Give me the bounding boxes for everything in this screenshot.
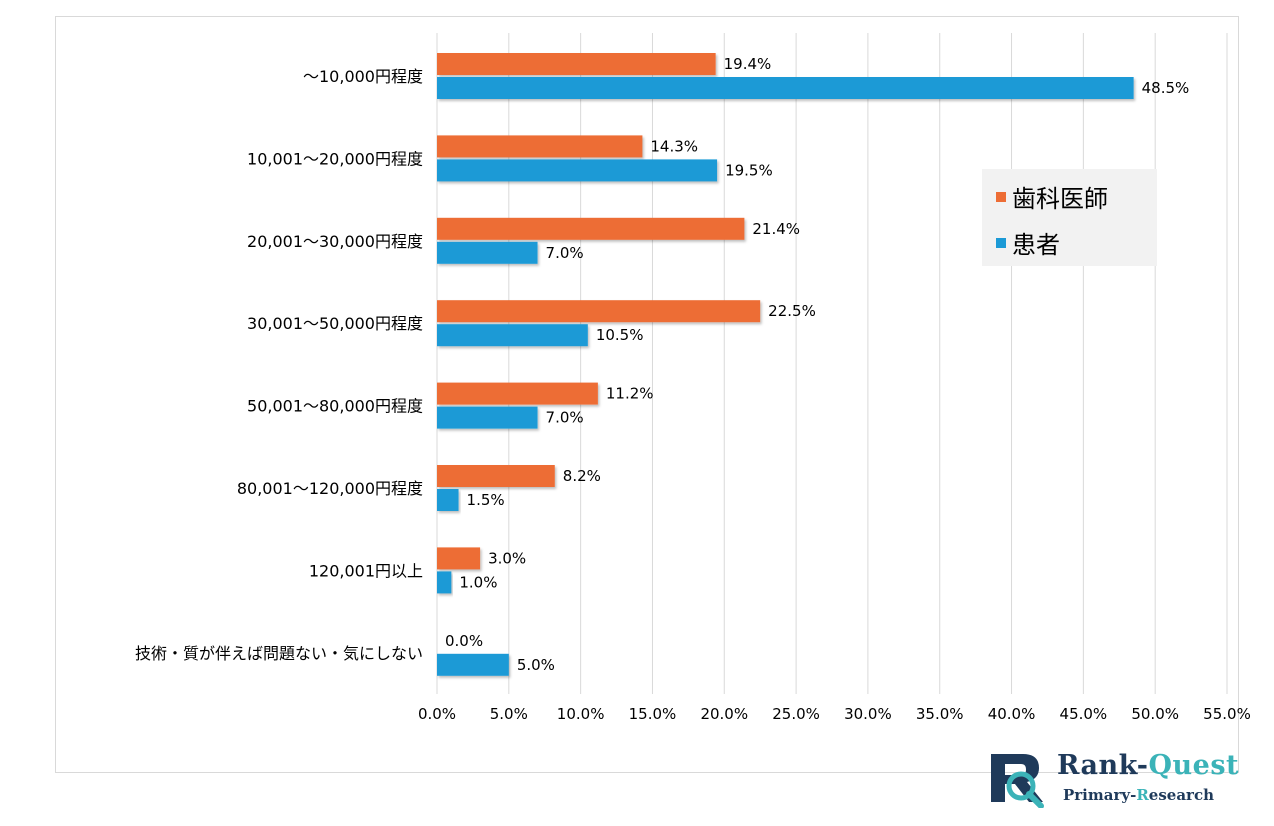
data-label: 1.0% (459, 573, 497, 591)
x-tick-label: 30.0% (844, 705, 892, 723)
bar-dentist (437, 135, 643, 158)
data-label: 7.0% (546, 409, 584, 427)
category-label: ～10,000円程度 (303, 67, 423, 86)
data-label: 21.4% (752, 220, 800, 238)
bar-patient (437, 571, 452, 594)
legend-item-patient: 患者 (996, 225, 1060, 260)
legend: 歯科医師 患者 (982, 169, 1157, 266)
logo-title: Rank-Quest (1057, 750, 1240, 781)
category-label: 50,001～80,000円程度 (247, 397, 423, 416)
bar-dentist (437, 382, 598, 405)
bars (437, 53, 1134, 676)
data-label: 0.0% (445, 632, 483, 650)
x-tick-label: 40.0% (988, 705, 1036, 723)
category-label: 20,001～30,000円程度 (247, 232, 423, 251)
legend-item-dentist: 歯科医師 (996, 179, 1108, 214)
bar-dentist (437, 465, 555, 487)
data-label: 48.5% (1142, 79, 1190, 97)
data-label: 8.2% (563, 467, 601, 485)
category-label: 10,001～20,000円程度 (247, 149, 423, 168)
gridlines (436, 33, 1228, 694)
x-tick-label: 45.0% (1060, 705, 1108, 723)
legend-label-patient: 患者 (1012, 231, 1060, 259)
x-tick-label: 55.0% (1203, 705, 1251, 723)
x-tick-label: 20.0% (700, 705, 748, 723)
category-label: 30,001～50,000円程度 (247, 314, 423, 333)
data-labels: 19.4% 48.5% 14.3% 19.5% 21.4% 7.0% 22.5% 10.5% 1… (445, 55, 1189, 674)
bar-dentist (437, 53, 716, 75)
bar-dentist (437, 547, 481, 570)
category-label: 技術・質が伴えば問題ない・気にしない (135, 644, 423, 663)
x-tick-label: 15.0% (629, 705, 677, 723)
logo-subtitle: Primary-Research (1063, 786, 1214, 804)
bar-dentist (437, 217, 745, 240)
legend-label-dentist: 歯科医師 (1012, 185, 1108, 213)
category-label: 80,001～120,000円程度 (237, 479, 423, 498)
data-label: 7.0% (546, 244, 584, 262)
data-label: 1.5% (467, 491, 505, 509)
bar-patient (437, 489, 459, 511)
logo-mark-icon (991, 754, 1044, 808)
x-tick-label: 50.0% (1131, 705, 1179, 723)
data-label: 10.5% (596, 326, 644, 344)
chart-frame (55, 16, 1239, 773)
bar-patient (437, 159, 718, 182)
x-tick-label: 35.0% (916, 705, 964, 723)
bar-patient (437, 77, 1134, 99)
category-label: 120,001円以上 (309, 561, 423, 580)
bar-patient (437, 406, 538, 429)
bar-dentist (437, 300, 761, 323)
data-label: 11.2% (606, 385, 654, 403)
bar-patient (437, 324, 588, 347)
data-label: 3.0% (488, 549, 526, 567)
x-tick-label: 5.0% (490, 705, 528, 723)
x-tick-label: 25.0% (772, 705, 820, 723)
category-labels: ～10,000円程度 10,001～20,000円程度 20,001～30,000円… (135, 67, 423, 663)
data-label: 14.3% (650, 137, 698, 155)
bar-patient (437, 653, 509, 676)
legend-swatch-dentist (996, 191, 1006, 202)
x-tick-label: 10.0% (557, 705, 605, 723)
rank-quest-logo: Rank-Quest Primary-Research (985, 748, 1239, 808)
x-tick-label: 0.0% (418, 705, 456, 723)
data-label: 19.5% (725, 161, 773, 179)
data-label: 5.0% (517, 656, 555, 674)
data-label: 22.5% (768, 302, 816, 320)
legend-swatch-patient (996, 237, 1006, 248)
bar-patient (437, 241, 538, 264)
data-label: 19.4% (724, 55, 772, 73)
x-axis-ticks: 0.0% 5.0% 10.0% 15.0% 20.0% 25.0% 30.0% 35.0% 40… (418, 705, 1251, 723)
